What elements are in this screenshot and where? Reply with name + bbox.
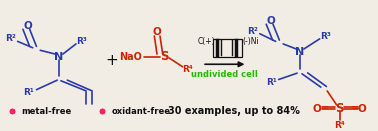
Text: O: O (358, 104, 367, 114)
Text: O: O (267, 16, 276, 26)
Text: R³: R³ (320, 32, 331, 41)
Text: R¹: R¹ (23, 88, 34, 97)
Text: S: S (160, 50, 169, 63)
Text: S: S (335, 102, 344, 115)
Text: C(+): C(+) (197, 37, 215, 46)
Text: R²: R² (247, 27, 258, 36)
Text: 30 examples, up to 84%: 30 examples, up to 84% (168, 106, 300, 116)
Text: NaO: NaO (119, 52, 142, 62)
Text: =: = (351, 103, 359, 113)
Text: oxidant-free: oxidant-free (112, 107, 171, 116)
Text: R⁴: R⁴ (334, 121, 345, 130)
Text: +: + (105, 53, 118, 68)
Text: N: N (296, 47, 305, 57)
Text: O: O (23, 21, 32, 31)
Text: R²: R² (5, 34, 15, 43)
Text: (-)Ni: (-)Ni (243, 37, 260, 46)
Text: =: = (321, 103, 328, 113)
Text: undivided cell: undivided cell (191, 70, 258, 79)
Text: O: O (313, 104, 321, 114)
Text: N: N (54, 52, 64, 62)
Text: metal-free: metal-free (22, 107, 72, 116)
Text: R⁴: R⁴ (182, 65, 192, 74)
Text: O: O (153, 28, 161, 37)
Text: R¹: R¹ (266, 78, 276, 87)
Text: R³: R³ (76, 37, 87, 46)
Bar (214, 39, 242, 57)
